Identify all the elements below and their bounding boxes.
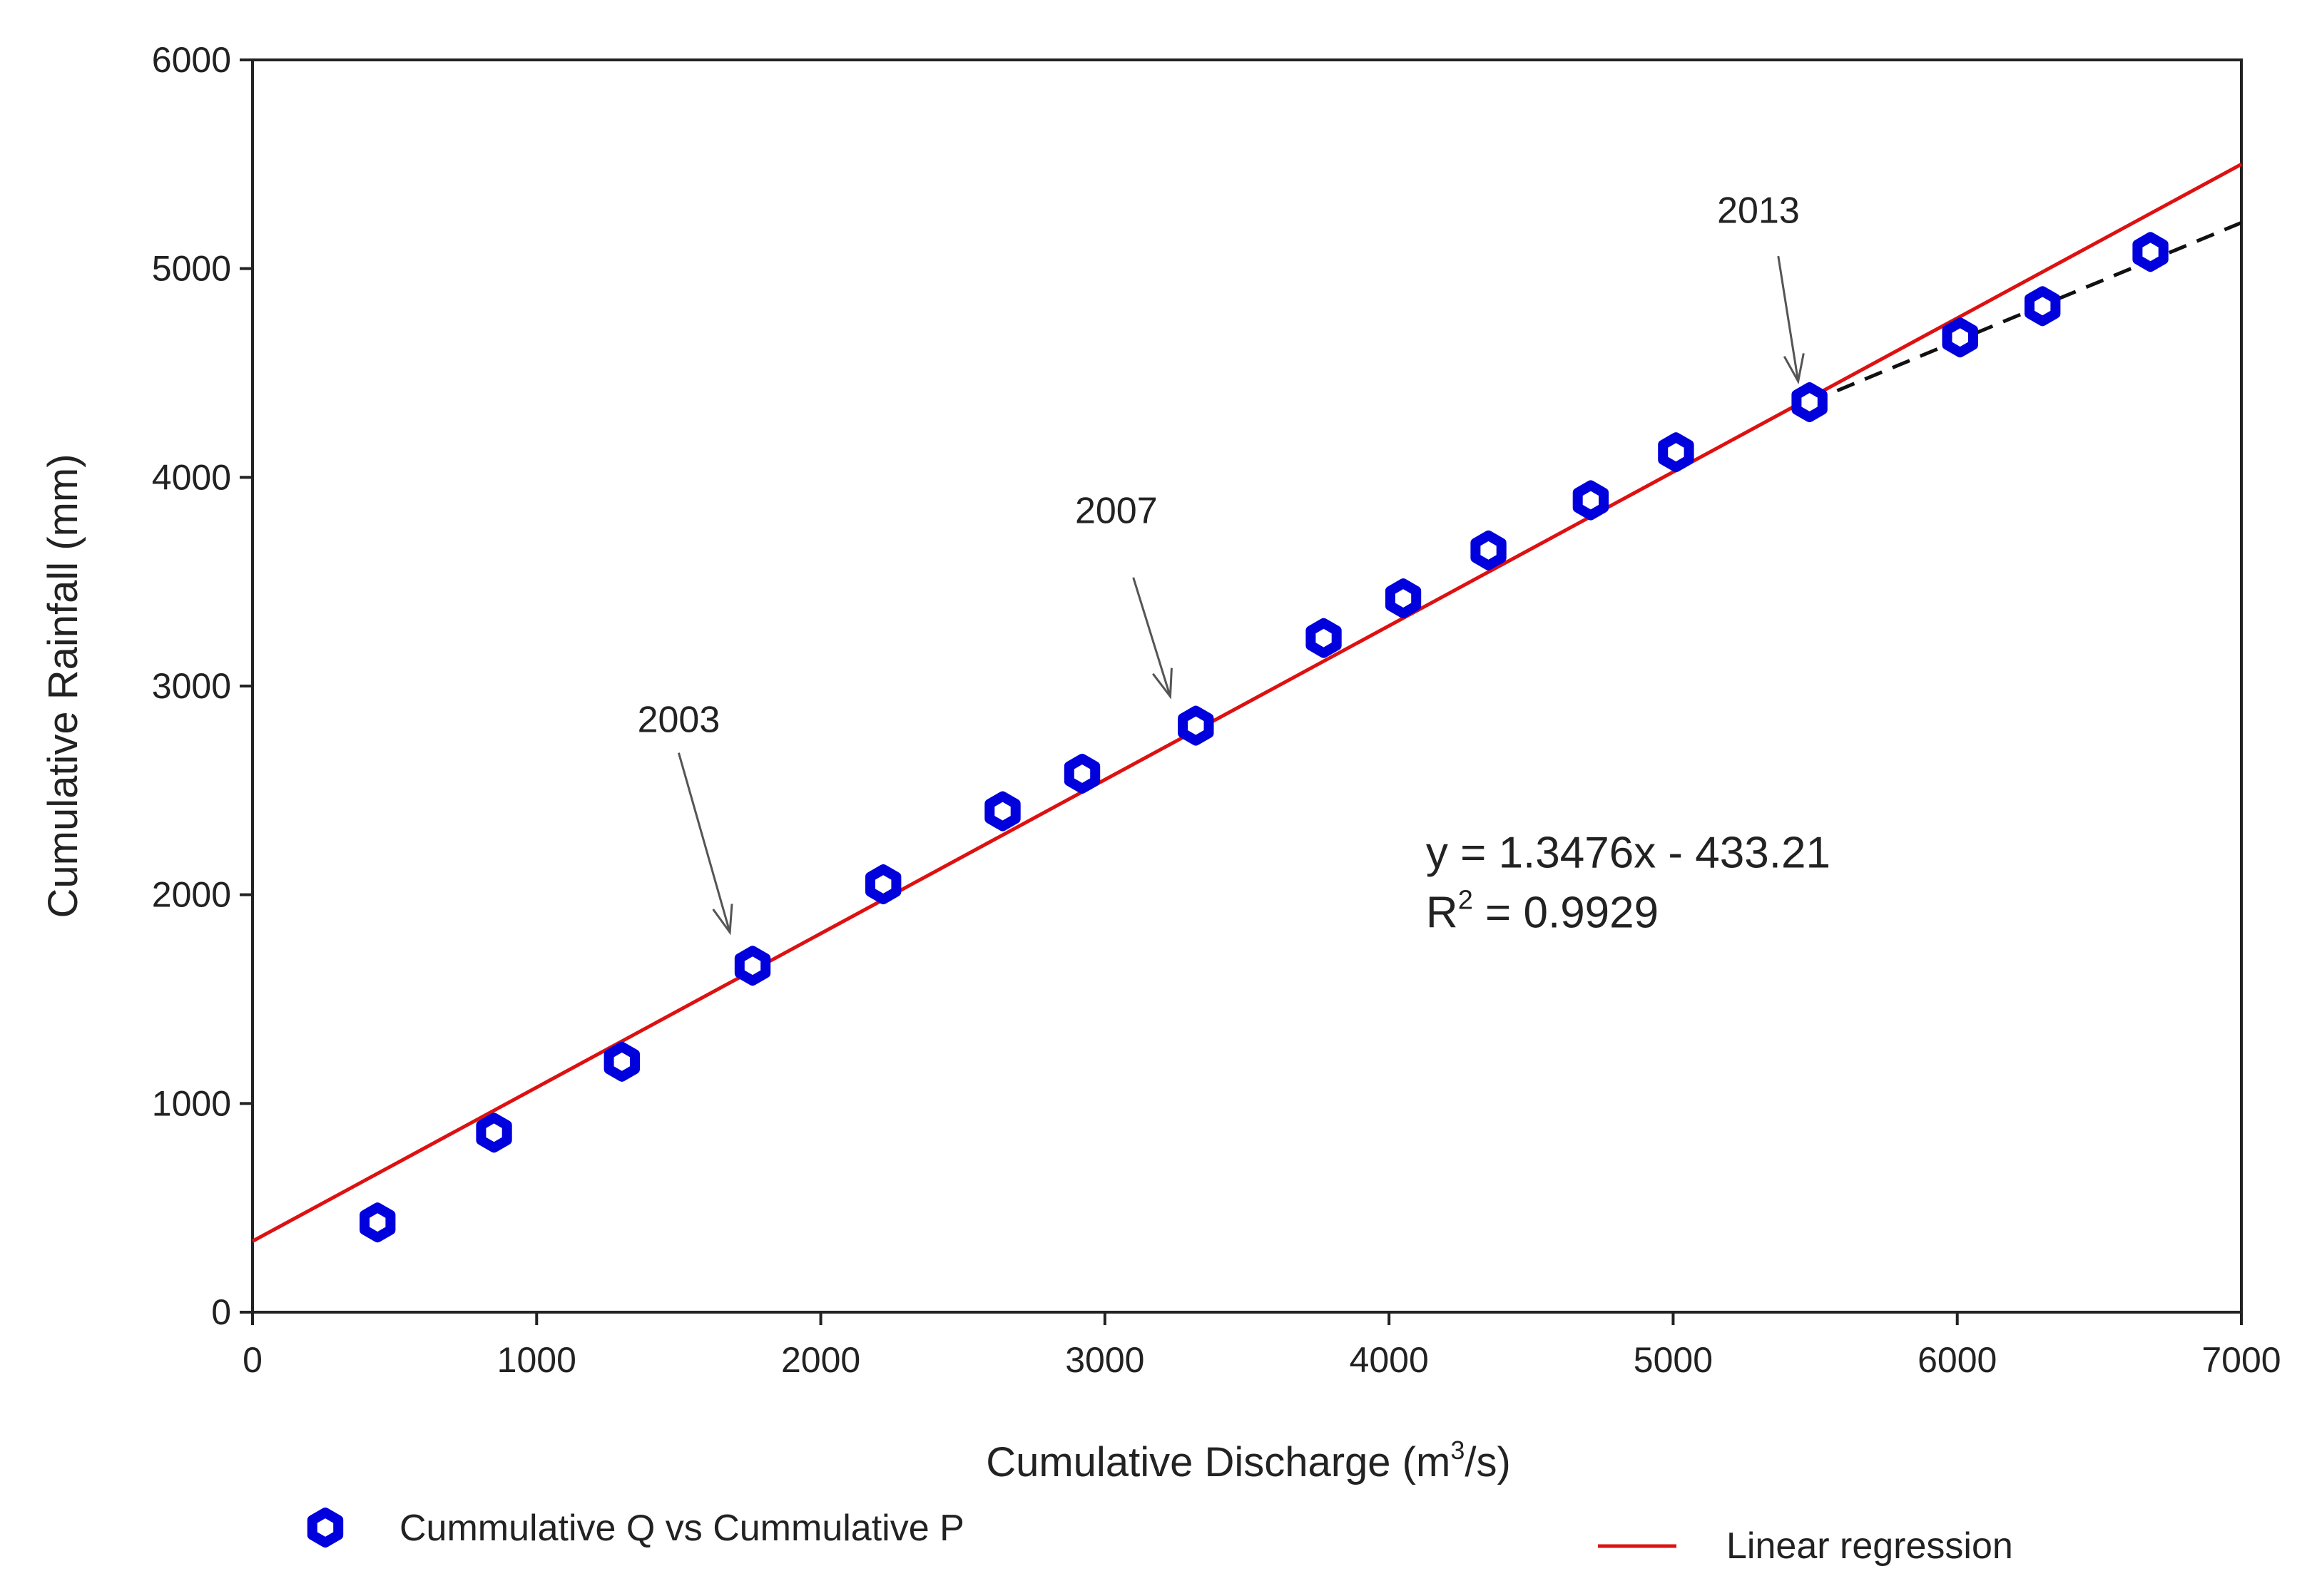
y-tick-label: 0 (211, 1292, 231, 1332)
data-point (865, 864, 902, 904)
r-squared-superscript: 2 (1458, 886, 1473, 916)
data-point (1305, 618, 1342, 658)
data-point (984, 791, 1021, 832)
x-tick-label: 6000 (1918, 1340, 1997, 1380)
year-annotations: 2003 2007 2013 (638, 190, 1805, 936)
annotation-arrowhead (1152, 667, 1173, 700)
x-tick-label: 4000 (1350, 1340, 1429, 1380)
y-tick-label: 1000 (152, 1083, 231, 1123)
y-tick-label: 5000 (152, 249, 231, 289)
x-tick-label: 5000 (1634, 1340, 1713, 1380)
data-point (1470, 530, 1507, 571)
data-point (1385, 578, 1422, 619)
r-squared-label: R2 = 0.9929 (1426, 886, 1659, 938)
annotation-arrow (1132, 577, 1171, 697)
annotation-arrow (1777, 255, 1800, 382)
x-tick-label: 2000 (781, 1340, 860, 1380)
y-axis-ticks: 0 1000 2000 3000 4000 5000 6000 (152, 40, 253, 1332)
x-axis-title-tail: /s) (1465, 1439, 1510, 1485)
legend-hexagon (307, 1508, 344, 1548)
year-label: 2013 (1717, 190, 1800, 231)
r-squared-r: R (1426, 889, 1458, 938)
data-point (476, 1112, 512, 1153)
plot-frame (251, 58, 2243, 1314)
y-tick-label: 3000 (152, 666, 231, 706)
y-tick-label: 6000 (152, 40, 231, 80)
legend-marker-scatter (307, 1508, 344, 1548)
data-point (1791, 382, 1828, 422)
r-squared-value: = 0.9929 (1473, 889, 1659, 938)
x-tick-label: 7000 (2201, 1340, 2281, 1380)
data-point (2132, 232, 2169, 272)
scatter-points (360, 232, 2169, 1243)
x-tick-label: 1000 (497, 1340, 576, 1380)
data-point (1572, 480, 1609, 521)
data-point (1942, 317, 1978, 358)
annotation-arrow (677, 752, 731, 933)
data-point (604, 1041, 640, 1082)
data-point (1658, 432, 1694, 473)
x-tick-label: 3000 (1065, 1340, 1144, 1380)
year-label: 2003 (638, 699, 720, 740)
data-point (360, 1202, 396, 1243)
regression-line (251, 163, 2243, 1243)
data-point (2025, 286, 2061, 327)
data-point (734, 946, 771, 986)
dashed-trend-line (1808, 220, 2242, 404)
y-axis-title: Cumulative Rainfall (mm) (40, 454, 86, 918)
series-lines (251, 163, 2243, 1243)
y-tick-label: 4000 (152, 457, 231, 497)
annotation-arrowhead (712, 904, 733, 936)
x-axis-title-main: Cumulative Discharge (m (986, 1439, 1450, 1485)
annotation-arrowhead (1783, 353, 1805, 385)
y-tick-label: 2000 (152, 875, 231, 915)
x-axis-title: Cumulative Discharge (m3/s) (986, 1436, 1511, 1485)
regression-equation: y = 1.3476x - 433.21 (1426, 829, 1830, 878)
year-label: 2007 (1075, 491, 1158, 532)
legend-label-scatter: Cummulative Q vs Cummulative P (399, 1508, 964, 1549)
data-point (1178, 705, 1214, 746)
x-tick-label: 0 (243, 1340, 263, 1380)
x-axis-title-superscript: 3 (1450, 1436, 1465, 1465)
x-axis-ticks: 0 1000 2000 3000 4000 5000 6000 7000 (243, 1312, 2281, 1380)
legend: Cummulative Q vs Cummulative P Linear re… (307, 1508, 2013, 1567)
data-point (1064, 753, 1101, 794)
legend-label-regression: Linear regression (1726, 1525, 2013, 1567)
